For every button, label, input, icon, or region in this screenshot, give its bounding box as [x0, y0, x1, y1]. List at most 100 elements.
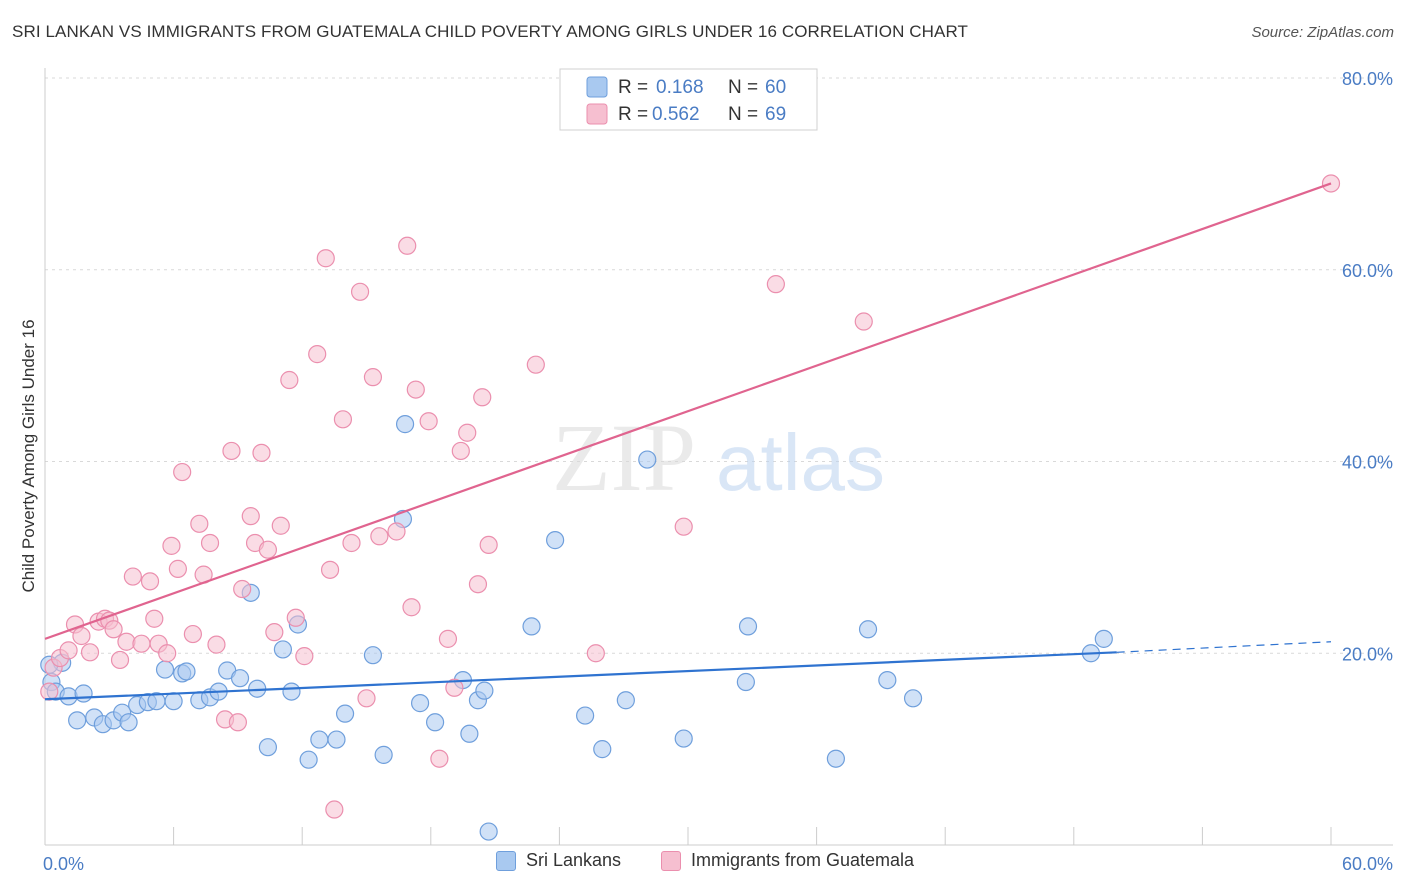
- point-guatemala: [766, 275, 785, 294]
- legend-label-sri-lankans: Sri Lankans: [526, 850, 622, 870]
- point-guatemala: [333, 410, 353, 429]
- point-guatemala: [419, 412, 438, 431]
- point-guatemala: [241, 507, 260, 526]
- point-sri-lankans: [546, 531, 565, 550]
- point-guatemala: [308, 345, 327, 364]
- point-guatemala: [586, 644, 605, 663]
- y-tick-label: 40.0%: [1342, 453, 1393, 473]
- point-guatemala: [430, 749, 449, 768]
- point-sri-lankans: [616, 691, 635, 710]
- legend-label-guatemala: Immigrants from Guatemala: [691, 850, 915, 870]
- point-guatemala: [190, 514, 209, 533]
- trend-layer: [44, 182, 1332, 701]
- point-sri-lankans: [826, 749, 845, 768]
- point-guatemala: [132, 634, 151, 653]
- legend-n-label-blue: N =: [728, 77, 758, 98]
- point-sri-lankans: [593, 740, 612, 759]
- point-sri-lankans: [425, 713, 445, 732]
- point-guatemala: [140, 572, 160, 591]
- point-guatemala: [123, 567, 142, 586]
- point-guatemala: [173, 462, 192, 482]
- trend-line-guatemala: [44, 182, 1332, 640]
- point-sri-lankans: [273, 640, 293, 659]
- point-guatemala: [406, 380, 425, 399]
- point-sri-lankans: [903, 689, 923, 708]
- point-sri-lankans: [395, 415, 415, 434]
- point-guatemala: [342, 533, 361, 553]
- point-guatemala: [674, 517, 693, 536]
- legend-r-label-blue: R =: [618, 77, 648, 98]
- legend-n-value-pink: 69: [765, 104, 786, 125]
- point-guatemala: [320, 560, 340, 579]
- point-guatemala: [233, 579, 252, 599]
- point-sri-lankans: [1094, 629, 1113, 648]
- point-guatemala: [228, 713, 247, 732]
- trend-line-sri-lankans-extension: [1116, 641, 1332, 653]
- legend-item-guatemala[interactable]: Immigrants from Guatemala: [661, 850, 914, 871]
- legend-r-value-pink: 0.562: [652, 104, 700, 125]
- point-guatemala: [80, 643, 100, 662]
- point-sri-lankans: [68, 711, 87, 730]
- point-guatemala: [168, 559, 187, 578]
- point-guatemala: [158, 644, 177, 663]
- y-tick-label: 60.0%: [1342, 261, 1393, 281]
- point-guatemala: [363, 368, 383, 387]
- point-guatemala: [458, 423, 477, 442]
- point-guatemala: [40, 682, 59, 701]
- point-guatemala: [479, 535, 498, 555]
- point-guatemala: [183, 624, 202, 644]
- trend-line-sri-lankans: [44, 651, 1117, 701]
- point-sri-lankans: [858, 620, 878, 639]
- point-guatemala: [402, 598, 421, 617]
- point-sri-lankans: [310, 730, 329, 749]
- point-guatemala: [110, 650, 130, 670]
- y-tick-label: 80.0%: [1342, 69, 1393, 89]
- point-guatemala: [59, 641, 78, 660]
- chart-title: SRI LANKAN VS IMMIGRANTS FROM GUATEMALA …: [12, 22, 969, 41]
- watermark-zip: ZIP: [552, 404, 696, 511]
- point-guatemala: [316, 249, 335, 268]
- legend-n-value-blue: 60: [765, 77, 786, 98]
- point-guatemala: [325, 800, 344, 819]
- point-sri-lankans: [410, 694, 430, 713]
- point-sri-lankans: [674, 729, 693, 748]
- point-guatemala: [104, 620, 123, 639]
- legend-n-label-pink: N =: [728, 104, 758, 125]
- axis-layer: 20.0% 40.0% 60.0% 80.0% 0.0% 60.0%: [43, 68, 1393, 874]
- point-sri-lankans: [164, 692, 183, 711]
- point-guatemala: [468, 575, 488, 594]
- point-sri-lankans: [878, 670, 897, 690]
- source-label: Source: ZipAtlas.com: [1251, 24, 1394, 41]
- point-guatemala: [473, 388, 492, 407]
- legend-swatch-pink: [586, 103, 608, 125]
- point-sri-lankans: [327, 730, 346, 749]
- point-guatemala: [387, 522, 406, 541]
- stats-legend: R = 0.168 N = 60 R = 0.562 N = 69: [559, 68, 818, 131]
- point-guatemala: [350, 282, 370, 301]
- point-sri-lankans: [374, 745, 393, 764]
- legend-swatch-guatemala: [661, 850, 681, 871]
- watermark: ZIP atlas: [552, 404, 885, 511]
- point-guatemala: [451, 441, 470, 461]
- legend-item-sri-lankans[interactable]: Sri Lankans: [496, 850, 621, 871]
- point-guatemala: [252, 443, 271, 462]
- legend-swatch-sri-lankans: [496, 850, 516, 871]
- x-tick-label: 60.0%: [1342, 854, 1393, 874]
- point-guatemala: [526, 355, 545, 374]
- point-guatemala: [265, 623, 284, 642]
- point-sri-lankans: [738, 617, 758, 636]
- y-axis-label: Child Poverty Among Girls Under 16: [19, 319, 38, 592]
- point-sri-lankans: [299, 750, 318, 769]
- point-guatemala: [200, 533, 220, 553]
- legend-r-value-blue: 0.168: [656, 77, 704, 98]
- watermark-atlas: atlas: [716, 418, 885, 507]
- point-sri-lankans: [475, 681, 494, 700]
- point-guatemala: [438, 629, 458, 648]
- y-tick-label: 20.0%: [1342, 644, 1393, 664]
- point-sri-lankans: [282, 682, 301, 701]
- point-sri-lankans: [736, 672, 755, 692]
- point-sri-lankans: [155, 660, 175, 679]
- point-sri-lankans: [479, 822, 498, 841]
- point-guatemala: [72, 626, 91, 646]
